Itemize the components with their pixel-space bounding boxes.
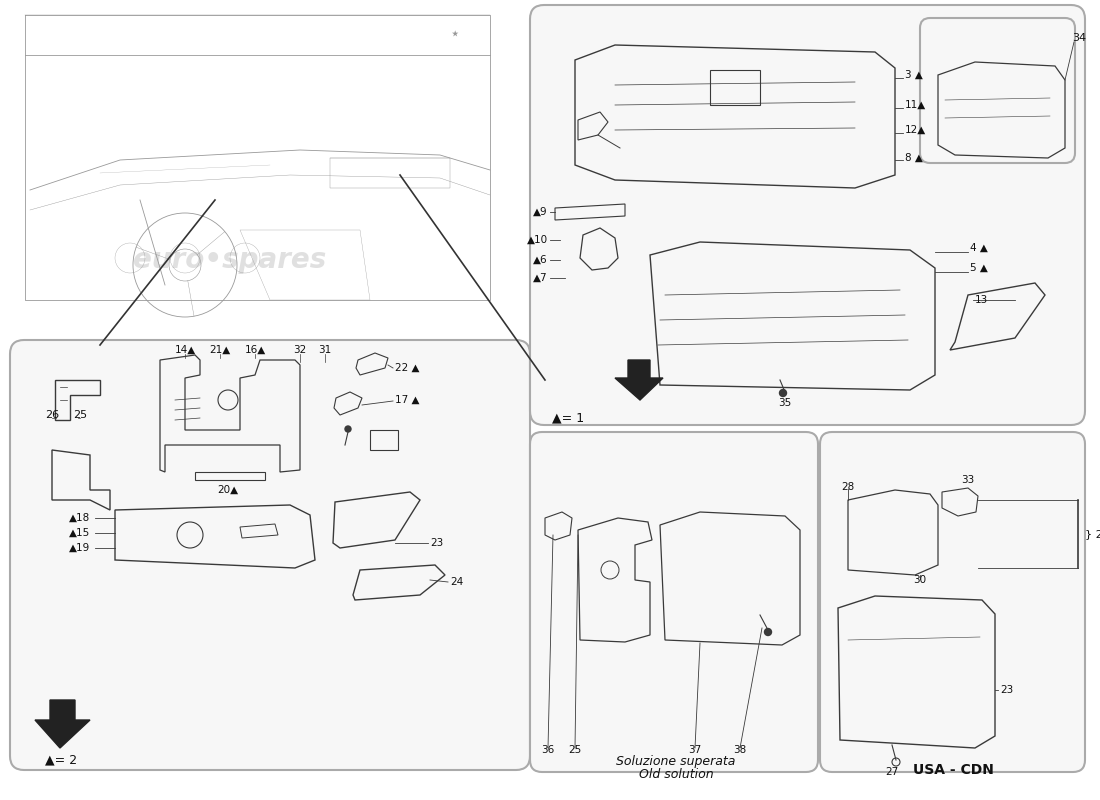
Text: 35: 35 — [779, 398, 792, 408]
Text: 37: 37 — [689, 745, 702, 755]
Text: ▲= 1: ▲= 1 — [552, 411, 584, 425]
Text: 3 ▲: 3 ▲ — [905, 70, 923, 80]
Text: 24: 24 — [450, 577, 463, 587]
Text: ▲18: ▲18 — [68, 513, 90, 523]
Circle shape — [780, 390, 786, 397]
Text: 12▲: 12▲ — [905, 125, 926, 135]
Polygon shape — [615, 360, 663, 400]
Text: ▲15: ▲15 — [68, 528, 90, 538]
Text: 13: 13 — [975, 295, 988, 305]
Text: 32: 32 — [294, 345, 307, 355]
Text: ▲= 2: ▲= 2 — [45, 754, 77, 766]
Text: 25: 25 — [569, 745, 582, 755]
Text: 14▲: 14▲ — [175, 345, 196, 355]
Text: Soluzione superata: Soluzione superata — [616, 755, 736, 769]
FancyBboxPatch shape — [820, 432, 1085, 772]
Text: ▲6: ▲6 — [534, 255, 548, 265]
Text: 5 ▲: 5 ▲ — [970, 263, 988, 273]
FancyBboxPatch shape — [10, 340, 530, 770]
FancyBboxPatch shape — [530, 5, 1085, 425]
Text: ⋆: ⋆ — [450, 26, 460, 44]
Bar — [330, 158, 450, 188]
Text: euro•spares: euro•spares — [604, 246, 796, 274]
Text: ▲9: ▲9 — [534, 207, 548, 217]
Text: 17 ▲: 17 ▲ — [395, 395, 419, 405]
Bar — [370, 430, 398, 450]
Text: 21▲: 21▲ — [209, 345, 231, 355]
Text: 26: 26 — [45, 410, 59, 420]
Text: 31: 31 — [318, 345, 331, 355]
Text: 23: 23 — [430, 538, 443, 548]
Text: euro•spares: euro•spares — [133, 576, 327, 604]
Text: 38: 38 — [734, 745, 747, 755]
Text: ▲7: ▲7 — [534, 273, 548, 283]
Text: } 29: } 29 — [1085, 529, 1100, 539]
Text: 20▲: 20▲ — [218, 485, 239, 495]
Circle shape — [345, 426, 351, 432]
FancyBboxPatch shape — [920, 18, 1075, 163]
Text: 8 ▲: 8 ▲ — [905, 153, 923, 163]
Text: 25: 25 — [73, 410, 87, 420]
Text: 4 ▲: 4 ▲ — [970, 243, 988, 253]
Text: Old solution: Old solution — [639, 767, 713, 781]
Text: 30: 30 — [913, 575, 926, 585]
Text: euro•spares: euro•spares — [133, 246, 327, 274]
Text: 27: 27 — [886, 767, 899, 777]
Text: 36: 36 — [541, 745, 554, 755]
Circle shape — [764, 629, 771, 635]
Text: 23: 23 — [1000, 685, 1013, 695]
Text: 28: 28 — [842, 482, 855, 492]
Text: 11▲: 11▲ — [905, 100, 926, 110]
Bar — [710, 70, 760, 105]
FancyBboxPatch shape — [530, 432, 818, 772]
Text: 34: 34 — [1072, 33, 1086, 43]
Polygon shape — [35, 700, 90, 748]
Text: 16▲: 16▲ — [244, 345, 265, 355]
Text: 33: 33 — [961, 475, 975, 485]
Text: 22 ▲: 22 ▲ — [395, 363, 419, 373]
Text: ▲19: ▲19 — [68, 543, 90, 553]
Text: ▲10: ▲10 — [527, 235, 548, 245]
Text: euro•spares: euro•spares — [604, 576, 796, 604]
Text: USA - CDN: USA - CDN — [913, 763, 993, 777]
